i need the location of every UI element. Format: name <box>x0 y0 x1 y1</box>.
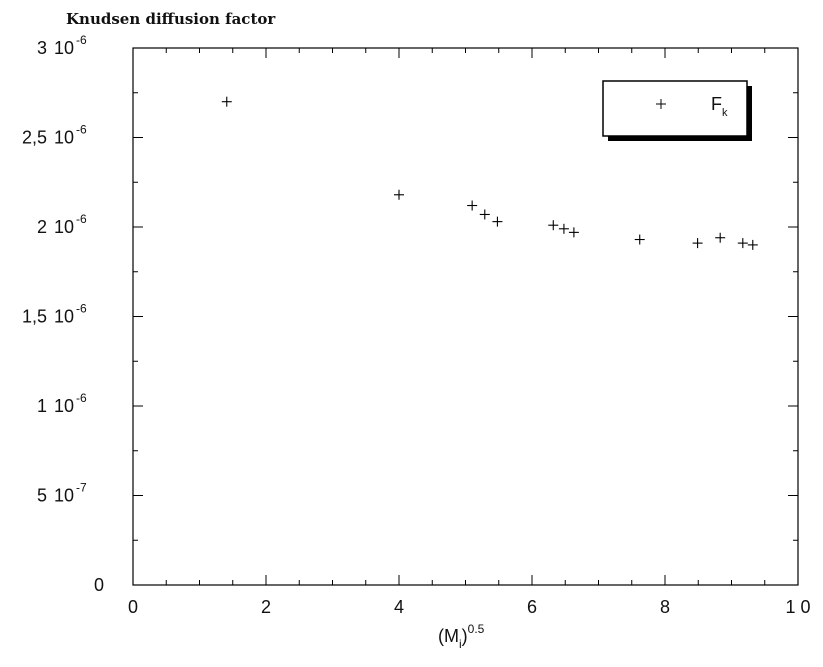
data-point <box>479 209 490 220</box>
data-point <box>715 232 726 243</box>
legend-marker <box>656 99 666 109</box>
y-tick-label: 5 <box>37 486 47 506</box>
x-tick-label: 6 <box>527 597 537 617</box>
legend-label: Fk <box>711 94 728 119</box>
y-tick-label-base: 10 <box>54 128 74 148</box>
data-point <box>221 96 232 107</box>
y-tick-label-exponent: -7 <box>76 481 87 495</box>
y-tick-label: 3 <box>37 38 47 58</box>
data-point <box>568 227 579 238</box>
y-tick-label-exponent: -6 <box>76 33 87 47</box>
y-tick-label: 2 <box>37 217 47 237</box>
x-tick-label: 1 0 <box>785 597 810 617</box>
y-tick-label-exponent: -6 <box>76 302 87 316</box>
y-tick-label-base: 10 <box>54 307 74 327</box>
x-tick-label: 8 <box>660 597 670 617</box>
y-tick-label-base: 10 <box>54 396 74 416</box>
data-point <box>747 239 758 250</box>
data-point <box>737 238 748 249</box>
data-point <box>558 223 569 234</box>
y-tick-label: 0 <box>94 575 104 595</box>
x-axis-label: (Mi)0.5 <box>438 622 485 651</box>
y-tick-label-base: 10 <box>54 217 74 237</box>
y-tick-label-base: 10 <box>54 486 74 506</box>
data-point <box>692 238 703 249</box>
y-tick-label: 2,5 <box>22 128 47 148</box>
x-tick-label: 0 <box>128 597 138 617</box>
data-point <box>492 216 503 227</box>
y-tick-label: 1,5 <box>22 307 47 327</box>
legend-box <box>602 80 748 137</box>
y-tick-label-exponent: -6 <box>76 391 87 405</box>
data-point <box>394 189 404 200</box>
y-tick-label-base: 10 <box>54 38 74 58</box>
chart-title: Knudsen diffusion factor <box>66 10 276 28</box>
x-tick-label: 4 <box>394 597 404 617</box>
y-tick-label-exponent: -6 <box>76 212 87 226</box>
data-point <box>634 234 645 245</box>
y-tick-label: 1 <box>37 396 47 416</box>
data-point <box>548 220 559 231</box>
y-tick-label-exponent: -6 <box>76 123 87 137</box>
data-point <box>467 200 478 211</box>
x-tick-label: 2 <box>261 597 271 617</box>
